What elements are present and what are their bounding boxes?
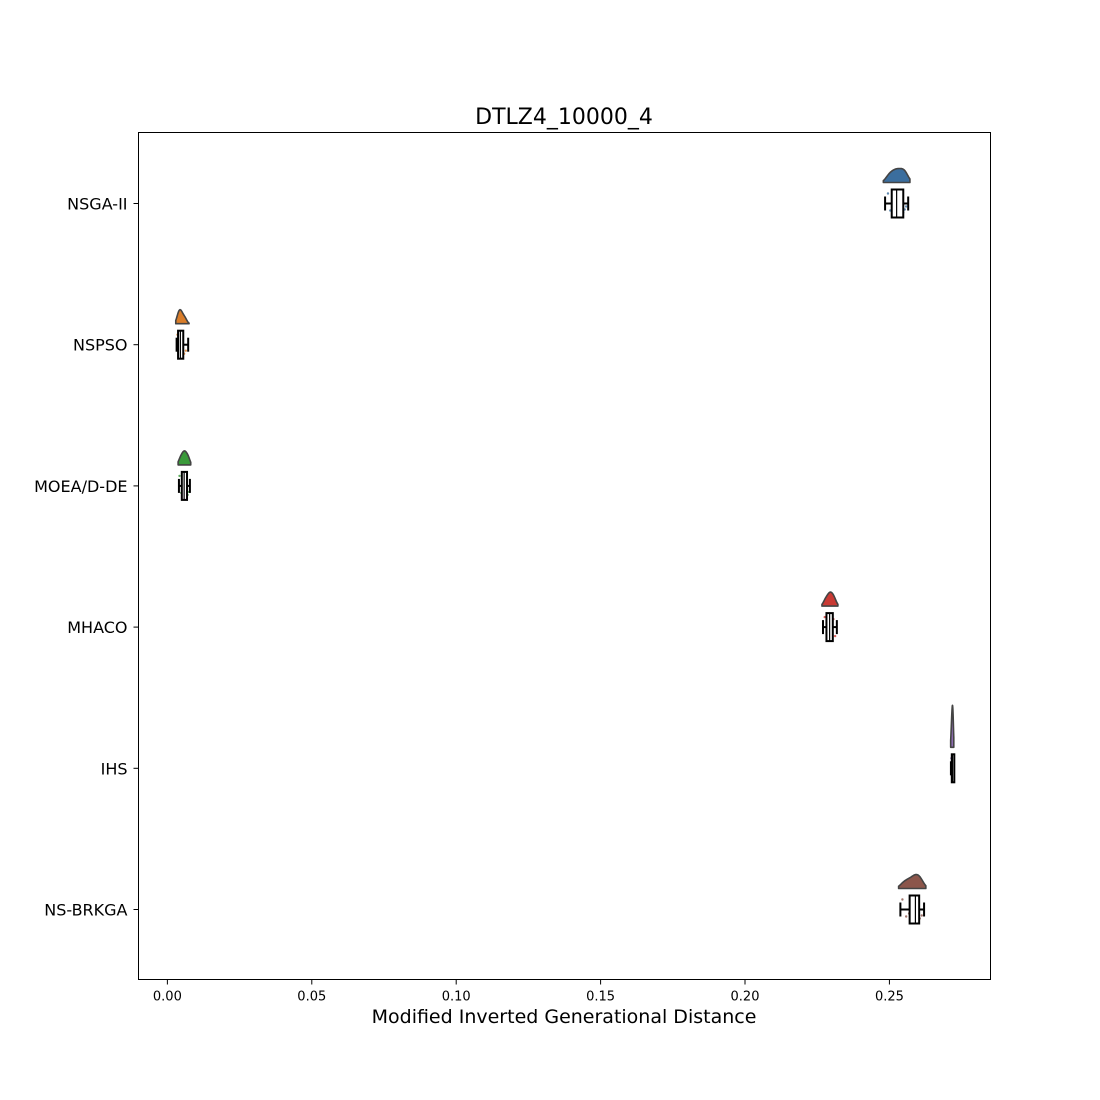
violin-half [897, 873, 927, 890]
data-point [904, 915, 908, 918]
x-tick-label: 0.00 [153, 990, 182, 1005]
raincloud-group [177, 450, 192, 501]
violin-half [177, 450, 192, 466]
y-tick-label: MHACO [67, 618, 127, 637]
violin-half [821, 591, 839, 607]
raincloud-group [949, 704, 956, 784]
iqr-box [908, 894, 921, 925]
axes-frame [138, 132, 991, 980]
y-tick-label: NSPSO [73, 336, 128, 355]
x-axis-label: Modified Inverted Generational Distance [372, 1006, 757, 1028]
chart-title: DTLZ4_10000_4 [475, 105, 653, 130]
x-tick-label: 0.10 [442, 990, 471, 1005]
raincloud-group [897, 873, 927, 925]
x-tick-label: 0.20 [731, 990, 760, 1005]
y-tick-label: NS-BRKGA [44, 901, 127, 920]
raincloud-group [882, 167, 911, 219]
raincloud-group [174, 308, 190, 360]
iqr-box [890, 188, 905, 219]
y-tick-label: IHS [101, 759, 128, 778]
data-point [901, 898, 904, 901]
data-point [904, 205, 908, 208]
plot-area [174, 167, 956, 925]
x-axis: 0.00 0.05 0.10 0.15 0.20 0.25 [153, 979, 904, 1005]
violin-half [174, 308, 190, 325]
data-point [920, 914, 923, 917]
data-point [833, 634, 837, 638]
x-tick-label: 0.15 [586, 990, 615, 1005]
data-point [178, 474, 181, 478]
y-axis: NSGA-II NSPSO MOEA/D-DE MHACO IHS NS-BRKGA [34, 195, 139, 920]
violin-half [882, 167, 911, 184]
y-tick-label: NSGA-II [67, 195, 127, 214]
data-point [823, 615, 826, 619]
violin-half [949, 704, 955, 749]
x-tick-label: 0.25 [875, 990, 904, 1005]
x-tick-label: 0.05 [297, 990, 326, 1005]
raincloud-group [821, 591, 839, 643]
data-point [184, 349, 188, 352]
data-point [886, 192, 890, 195]
y-tick-label: MOEA/D-DE [34, 477, 127, 496]
